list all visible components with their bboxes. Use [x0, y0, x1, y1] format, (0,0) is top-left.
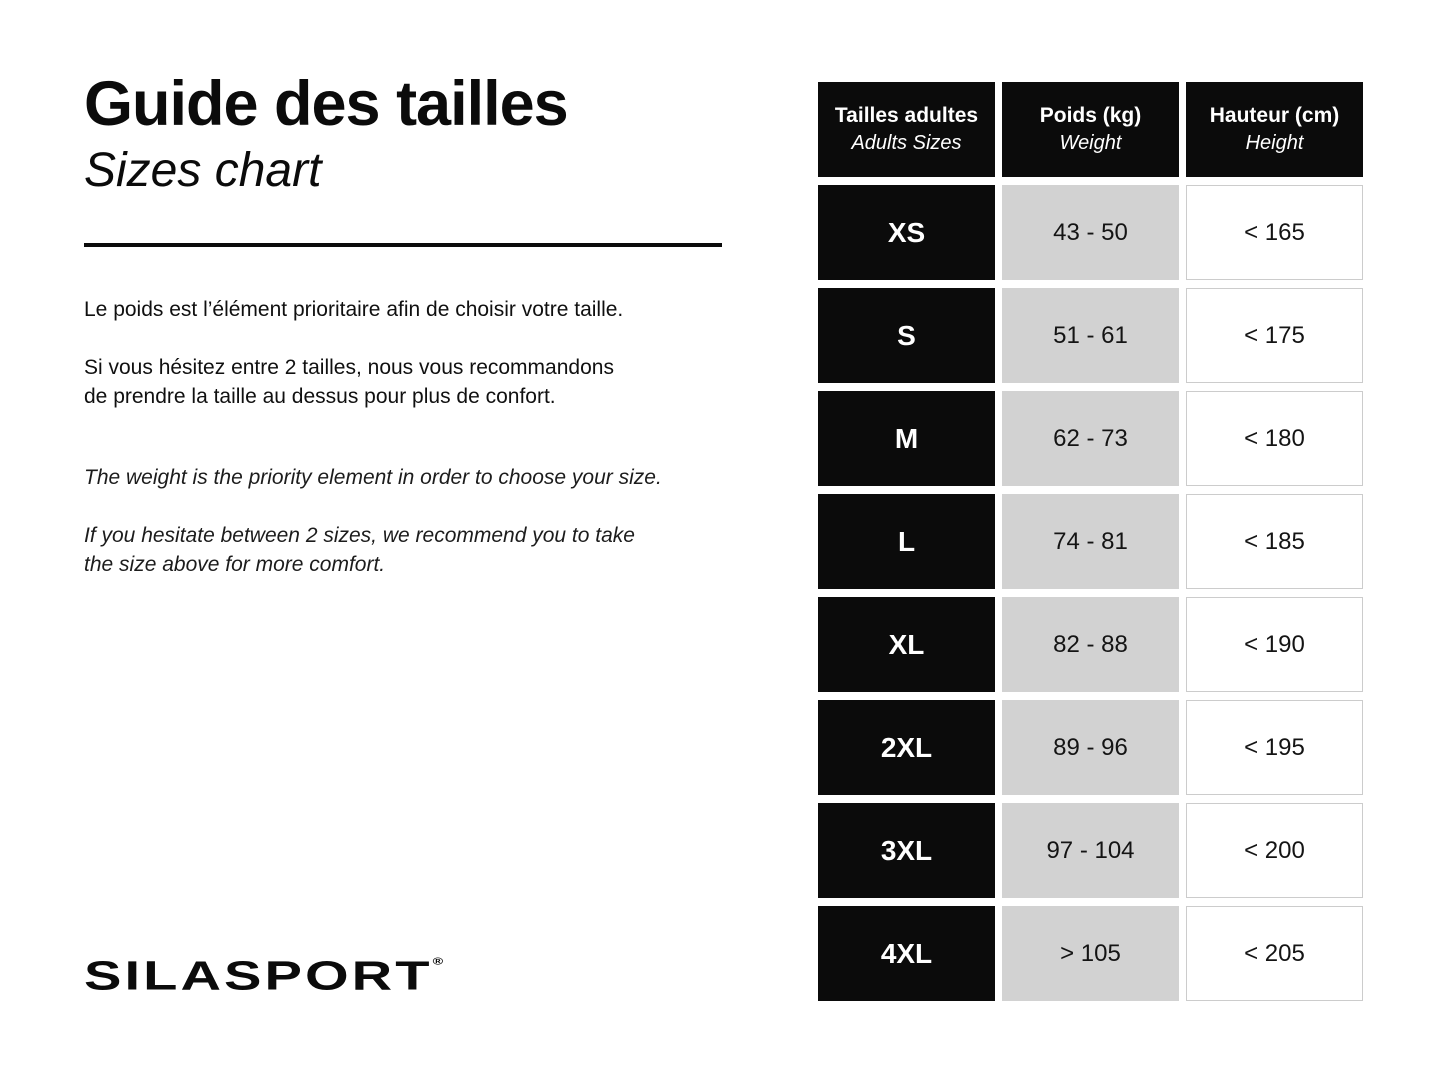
height-cell-s: < 175 [1186, 288, 1363, 383]
column-header-height: Hauteur (cm) Height [1186, 82, 1363, 177]
weight-cell-s: 51 - 61 [1002, 288, 1179, 383]
page-subtitle: Sizes chart [84, 144, 322, 198]
intro-paragraph-en-2: If you hesitate between 2 sizes, we reco… [84, 523, 635, 576]
registered-trademark-icon: ® [432, 954, 444, 967]
column-header-fr: Poids (kg) [1039, 103, 1142, 127]
size-cell-l: L [818, 494, 995, 589]
page-title: Guide des tailles [84, 69, 569, 139]
weight-cell-2xl: 89 - 96 [1002, 700, 1179, 795]
weight-cell-m: 62 - 73 [1002, 391, 1179, 486]
column-header-fr: Tailles adultes [834, 103, 979, 127]
column-header-en: Weight [1059, 132, 1122, 155]
height-cell-4xl: < 205 [1186, 906, 1363, 1001]
height-cell-xl: < 190 [1186, 597, 1363, 692]
column-header-fr: Hauteur (cm) [1209, 103, 1340, 127]
divider-line [84, 242, 722, 247]
size-cell-s: S [818, 288, 995, 383]
height-cell-l: < 185 [1186, 494, 1363, 589]
size-cell-m: M [818, 391, 995, 486]
column-header-weight: Poids (kg) Weight [1002, 82, 1179, 177]
height-cell-xs: < 165 [1186, 185, 1363, 280]
intro-paragraph-fr-2: Si vous hésitez entre 2 tailles, nous vo… [84, 355, 614, 408]
column-header-adult-sizes: Tailles adultes Adults Sizes [818, 82, 995, 177]
size-cell-xs: XS [818, 185, 995, 280]
weight-cell-xs: 43 - 50 [1002, 185, 1179, 280]
size-cell-3xl: 3XL [818, 803, 995, 898]
weight-cell-xl: 82 - 88 [1002, 597, 1179, 692]
intro-paragraph-fr-1: Le poids est l’élément prioritaire afin … [84, 297, 624, 321]
intro-paragraph-en-1: The weight is the priority element in or… [84, 465, 662, 489]
height-cell-3xl: < 200 [1186, 803, 1363, 898]
weight-cell-4xl: > 105 [1002, 906, 1179, 1001]
height-cell-2xl: < 195 [1186, 700, 1363, 795]
size-table: Tailles adultes Adults Sizes Poids (kg) … [818, 82, 1363, 1001]
size-cell-2xl: 2XL [818, 700, 995, 795]
size-cell-4xl: 4XL [818, 906, 995, 1001]
logo-text: SILASPORT [84, 952, 433, 999]
column-header-en: Adults Sizes [851, 132, 962, 155]
weight-cell-3xl: 97 - 104 [1002, 803, 1179, 898]
weight-cell-l: 74 - 81 [1002, 494, 1179, 589]
size-cell-xl: XL [818, 597, 995, 692]
silasport-logo: SILASPORT® [84, 952, 443, 999]
height-cell-m: < 180 [1186, 391, 1363, 486]
intro-section: Guide des tailles Sizes chart Le poids e… [84, 72, 744, 579]
column-header-en: Height [1245, 132, 1304, 155]
